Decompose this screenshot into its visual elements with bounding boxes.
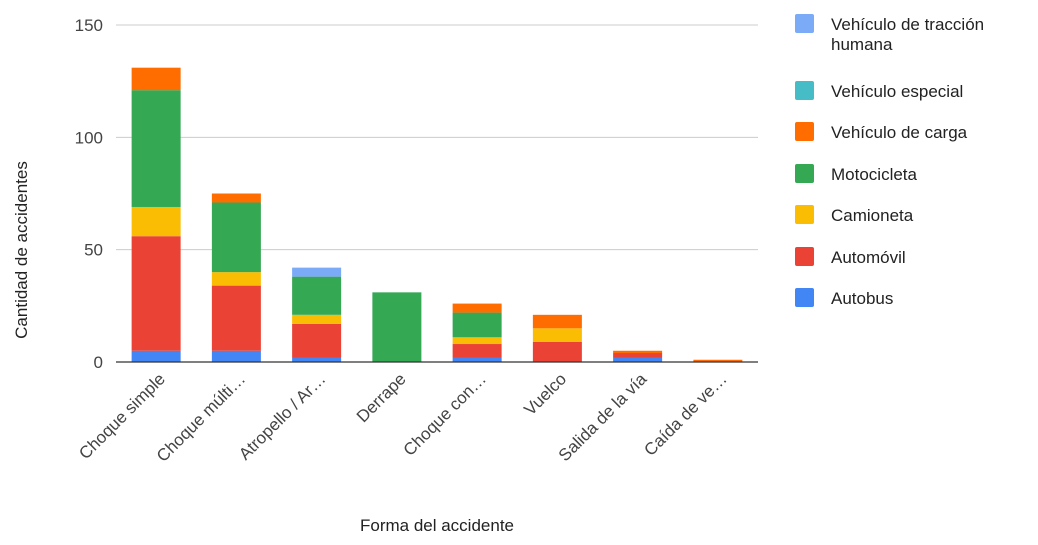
bar-automovil: [613, 353, 663, 358]
bar-motocicleta: [292, 276, 342, 315]
bar-vehiculo-de-traccion-humana: [292, 267, 342, 277]
legend-label-line: Camioneta: [831, 206, 914, 225]
x-tick-label: Caída de ve…: [640, 369, 730, 459]
legend-label-autobus: Autobus: [831, 289, 893, 308]
legend-swatch-vehiculo-de-carga: [795, 122, 814, 141]
bar-autobus: [292, 357, 342, 362]
bar-vehiculo-de-carga: [452, 303, 502, 313]
legend-swatch-automovil: [795, 247, 814, 266]
x-tick-label: Derrape: [353, 369, 410, 426]
bar-automovil: [131, 236, 181, 351]
y-tick-label: 150: [75, 16, 103, 35]
legend-swatch-motocicleta: [795, 164, 814, 183]
bar-autobus: [452, 357, 502, 362]
x-tick-label: Atropello / Ar…: [235, 369, 329, 463]
legend-swatch-camioneta: [795, 205, 814, 224]
legend-label-line: Vehículo de tracción: [831, 15, 984, 34]
legend-label-vehiculo-de-carga: Vehículo de carga: [831, 123, 968, 142]
bar-autobus: [211, 350, 261, 362]
legend-label-line: Motocicleta: [831, 165, 918, 184]
bar-vehiculo-de-carga: [211, 193, 261, 203]
bar-automovil: [532, 341, 582, 362]
bar-motocicleta: [452, 312, 502, 338]
legend-label-line: Vehículo de carga: [831, 123, 968, 142]
bar-automovil: [211, 285, 261, 351]
legend-label-vehiculo-especial: Vehículo especial: [831, 82, 963, 101]
bar-vehiculo-de-carga: [613, 350, 663, 354]
legend-swatch-vehiculo-de-traccion-humana: [795, 14, 814, 33]
bar-autobus: [131, 350, 181, 362]
bar-vehiculo-de-carga: [532, 314, 582, 329]
bar-camioneta: [292, 314, 342, 324]
legend-swatch-autobus: [795, 288, 814, 307]
bar-motocicleta: [372, 292, 422, 362]
y-tick-label: 50: [84, 241, 103, 260]
y-axis-ticks: 0 50 100 150: [75, 16, 103, 372]
x-tick-label: Vuelco: [520, 369, 570, 419]
bar-motocicleta: [211, 202, 261, 273]
legend: Vehículo de tracción humana Vehículo espec…: [795, 14, 984, 308]
legend-label-line: Automóvil: [831, 248, 906, 267]
y-axis-title: Cantidad de accidentes: [12, 161, 31, 339]
y-tick-label: 0: [94, 353, 103, 372]
bar-vehiculo-de-carga: [131, 67, 181, 91]
legend-label-vehiculo-de-traccion-humana: Vehículo de tracción humana: [831, 15, 984, 54]
legend-label-line: Vehículo especial: [831, 82, 963, 101]
legend-label-automovil: Automóvil: [831, 248, 906, 267]
bar-camioneta: [452, 337, 502, 345]
bar-camioneta: [532, 328, 582, 342]
bars: [131, 67, 743, 362]
x-axis-title: Forma del accidente: [360, 516, 514, 535]
legend-label-line: Autobus: [831, 289, 893, 308]
bar-camioneta: [131, 206, 181, 237]
bar-vehiculo-de-carga: [693, 359, 743, 362]
legend-swatch-vehiculo-especial: [795, 81, 814, 100]
legend-label-camioneta: Camioneta: [831, 206, 914, 225]
bar-autobus: [613, 357, 663, 362]
y-tick-label: 100: [75, 128, 103, 147]
legend-label-line: humana: [831, 35, 893, 54]
bar-automovil: [452, 344, 502, 358]
x-tick-label: Choque con…: [400, 369, 490, 459]
bar-camioneta: [211, 272, 261, 286]
bar-motocicleta: [131, 90, 181, 207]
bar-automovil: [292, 323, 342, 358]
legend-label-motocicleta: Motocicleta: [831, 165, 918, 184]
